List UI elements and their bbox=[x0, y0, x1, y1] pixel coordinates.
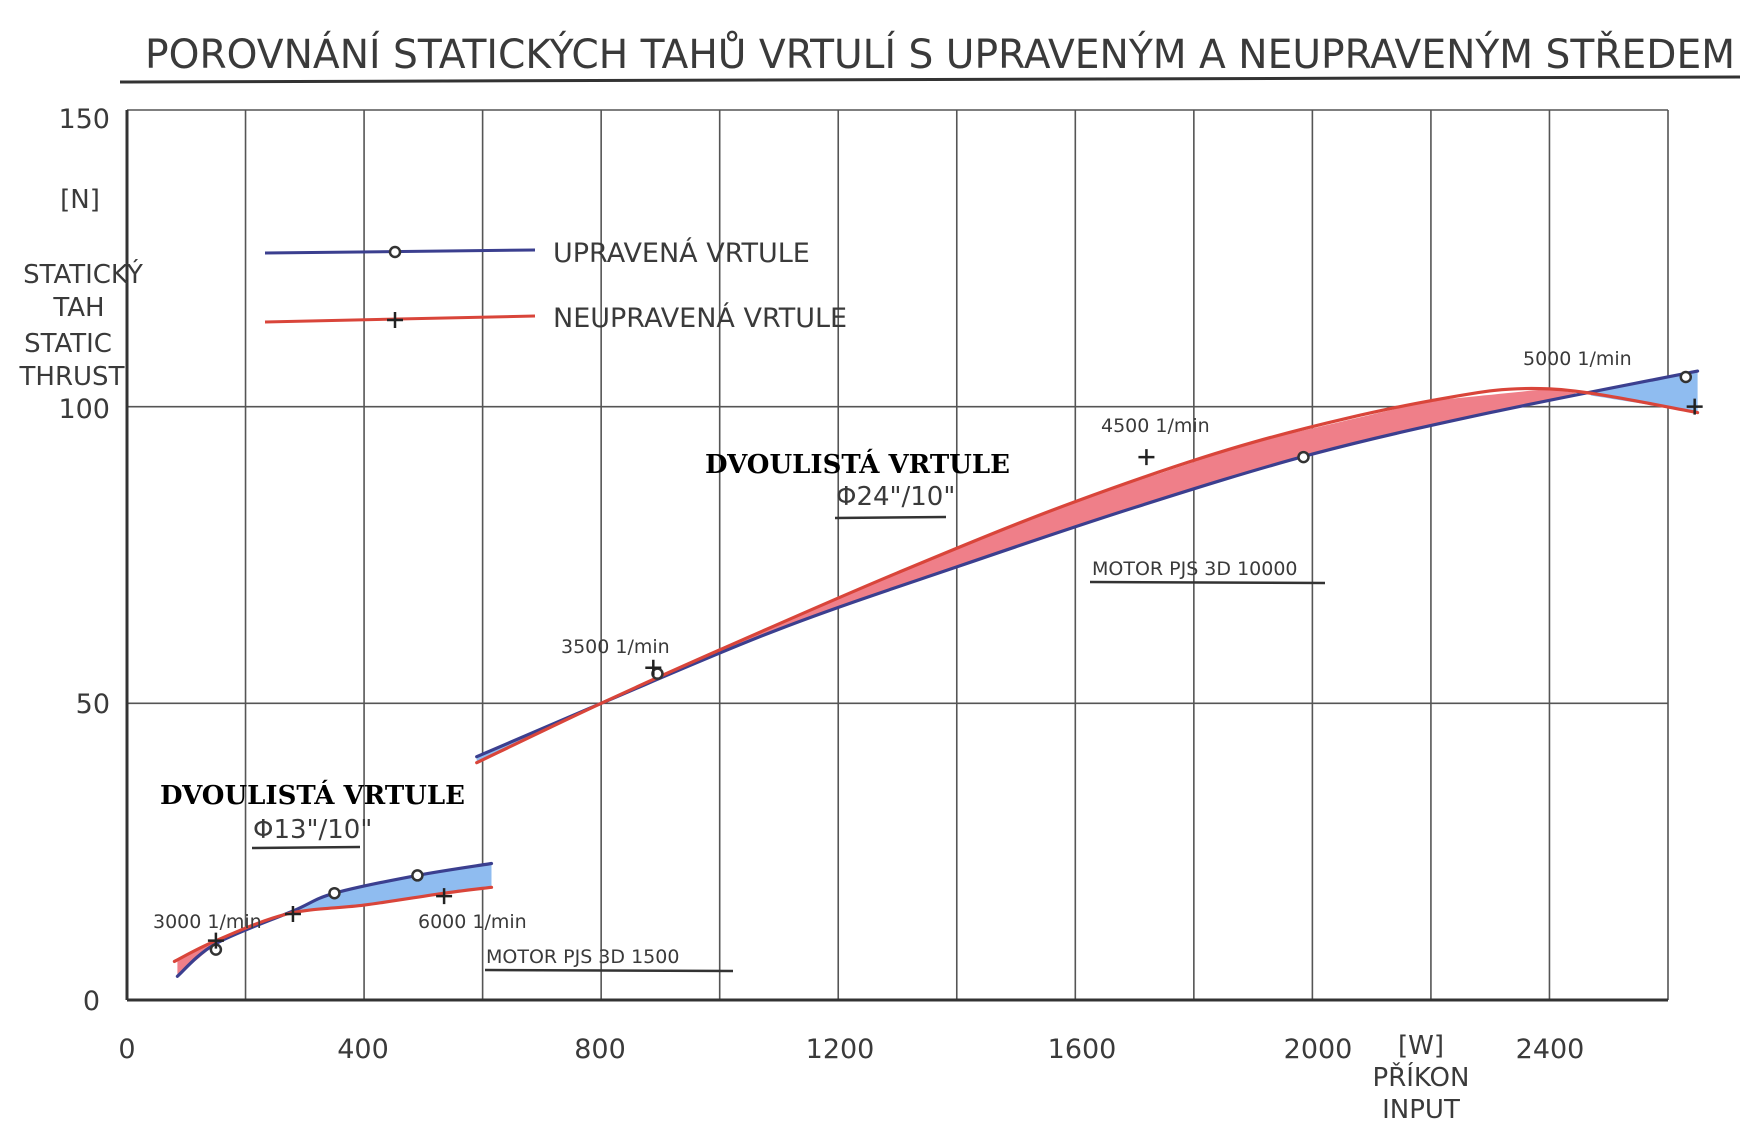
marker-plus bbox=[284, 905, 301, 922]
y-title-line: STATIC bbox=[24, 329, 112, 359]
legend-label-neupravena: NEUPRAVENÁ VRTULE bbox=[553, 302, 847, 334]
title-underline bbox=[119, 75, 1741, 84]
legend-marker-circle bbox=[388, 245, 402, 259]
small-group-annotations: DVOULISTÁ VRTULE Φ13"/10" 3000 1/min 600… bbox=[153, 779, 734, 973]
ytick-label: 150 bbox=[58, 104, 110, 135]
marker-circle bbox=[328, 886, 341, 900]
grid bbox=[125, 109, 1669, 1002]
y-title-line: TAH bbox=[52, 293, 104, 323]
x-axis-title: [W] PŘÍKON INPUT bbox=[1373, 1031, 1470, 1125]
marker-circle bbox=[411, 869, 424, 882]
ytick-label: 100 bbox=[58, 394, 110, 425]
x-unit-label: [W] bbox=[1398, 1031, 1444, 1061]
ytick-label: 0 bbox=[83, 986, 100, 1017]
neupravena-curve bbox=[475, 386, 1700, 765]
large-propeller-size: Φ24"/10" bbox=[836, 482, 955, 512]
marker-plus bbox=[645, 659, 662, 676]
marker-circle bbox=[1679, 370, 1693, 384]
legend-label-upravena: UPRAVENÁ VRTULE bbox=[553, 237, 810, 269]
ytick-label: 50 bbox=[76, 689, 110, 720]
ticks: 150 100 50 0 0 400 800 1200 1600 2000 24… bbox=[58, 104, 1584, 1065]
small-motor-underline bbox=[484, 968, 734, 973]
difference-area bbox=[1590, 371, 1698, 413]
marker-plus bbox=[1686, 398, 1703, 415]
large-propeller-label: DVOULISTÁ VRTULE bbox=[705, 448, 1010, 480]
xtick-label: 800 bbox=[574, 1034, 626, 1065]
y-title-line: STATICKÝ bbox=[23, 258, 143, 290]
marker-plus bbox=[1138, 449, 1155, 466]
y-title-line: THRUST bbox=[19, 362, 125, 392]
xtick-label: 1200 bbox=[806, 1034, 875, 1065]
chart-title: POROVNÁNÍ STATICKÝCH TAHŮ VRTULÍ S UPRAV… bbox=[145, 30, 1735, 78]
rpm-label: 4500 1/min bbox=[1101, 415, 1210, 437]
large-motor-underline bbox=[1089, 580, 1326, 585]
upravena-curve bbox=[475, 369, 1700, 759]
rpm-label: 5000 1/min bbox=[1523, 348, 1632, 370]
y-axis-title: [N] STATICKÝ TAH STATIC THRUST bbox=[19, 185, 144, 392]
large-size-underline bbox=[834, 515, 947, 520]
difference-area bbox=[289, 863, 492, 914]
x-title-line: PŘÍKON bbox=[1373, 1061, 1470, 1093]
xtick-label: 400 bbox=[337, 1034, 389, 1065]
legend: UPRAVENÁ VRTULE NEUPRAVENÁ VRTULE bbox=[264, 237, 847, 334]
large-motor-label: MOTOR PJS 3D 10000 bbox=[1092, 558, 1298, 580]
marker-plus bbox=[207, 932, 224, 949]
xtick-label: 2000 bbox=[1284, 1034, 1353, 1065]
y-unit-label: [N] bbox=[60, 185, 100, 215]
small-motor-label: MOTOR PJS 3D 1500 bbox=[486, 946, 679, 968]
xtick-label: 2400 bbox=[1516, 1034, 1585, 1065]
small-propeller-label: DVOULISTÁ VRTULE bbox=[160, 779, 465, 811]
xtick-label: 1600 bbox=[1048, 1034, 1117, 1065]
xtick-label: 0 bbox=[118, 1034, 135, 1065]
rpm-label: 3000 1/min bbox=[153, 911, 262, 933]
series-markers bbox=[207, 370, 1703, 956]
small-propeller-size: Φ13"/10" bbox=[253, 815, 372, 845]
large-group-annotations: DVOULISTÁ VRTULE Φ24"/10" 3500 1/min 450… bbox=[561, 348, 1632, 658]
marker-circle bbox=[1297, 450, 1310, 464]
rpm-label: 6000 1/min bbox=[418, 911, 527, 933]
marker-plus bbox=[436, 888, 453, 905]
x-title-line: INPUT bbox=[1382, 1095, 1460, 1125]
legend-marker-plus bbox=[387, 312, 403, 328]
rpm-label: 3500 1/min bbox=[561, 636, 670, 658]
small-size-underline bbox=[251, 845, 361, 850]
